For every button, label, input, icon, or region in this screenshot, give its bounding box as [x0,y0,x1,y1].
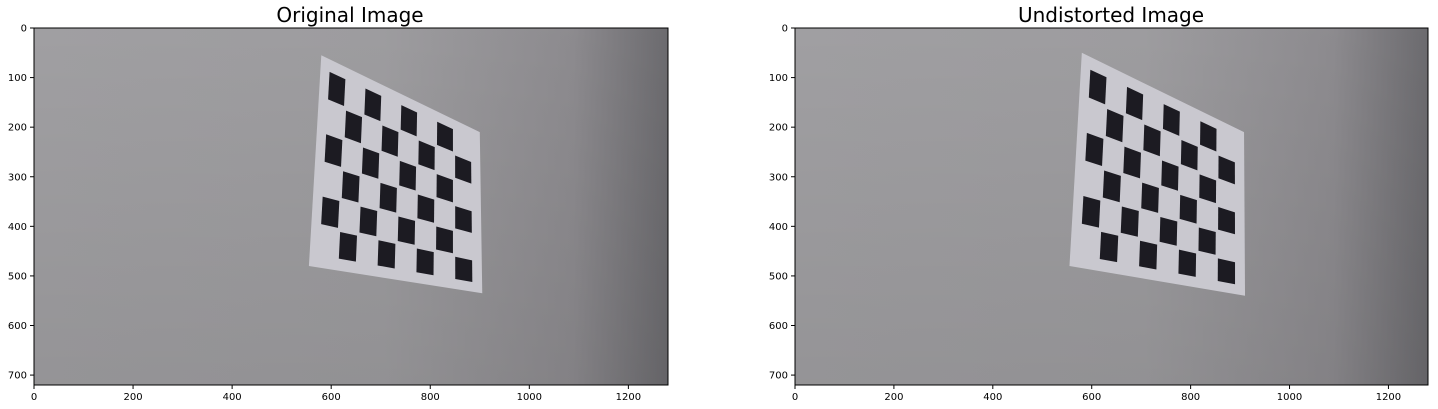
checker-square [416,248,434,276]
checker-square [359,206,378,237]
checker-square [417,194,435,223]
checker-square [1198,227,1216,255]
checker-square [324,134,343,167]
checker-square [399,160,417,191]
x-tick-label: 600 [1082,392,1101,403]
checker-square [400,105,418,137]
x-tick-label: 1200 [616,392,641,403]
checker-square [1120,206,1139,237]
original-image-panel: Original Image 0 200 400 600 800 1000 1200 0 10… [8,3,669,403]
checker-square [381,125,399,157]
y-tick-label: 400 [769,222,788,233]
checker-square [1162,104,1180,136]
checker-square [1099,231,1119,263]
checker-square [379,182,397,213]
checker-square [338,231,358,262]
x-tick-label: 1200 [1376,392,1401,403]
y-tick-label: 0 [21,24,27,35]
y-tick-label: 0 [782,24,788,35]
y-tick-label: 700 [769,371,788,382]
y-tick-label: 100 [8,73,27,84]
checker-square [1139,240,1158,270]
checker-square [1159,216,1178,246]
checker-square [418,140,435,171]
x-tick-label: 0 [31,392,37,403]
checker-square [344,110,363,144]
checker-square [1102,170,1121,203]
undistorted-image-panel: Undistorted Image 0 200 400 600 800 1000 1200 … [769,3,1429,403]
x-tick-label: 400 [223,392,242,403]
y-tick-label: 300 [769,172,788,183]
x-tick-label: 800 [1181,392,1200,403]
checker-square [397,216,416,245]
checker-square [1105,109,1124,143]
y-axis-ticks: 0 100 200 300 400 500 600 700 [769,24,795,382]
checker-square [377,240,396,269]
checker-square [1180,140,1198,171]
checker-square [455,256,473,283]
checker-square [1123,146,1141,179]
checker-square [1088,69,1107,105]
x-axis-ticks: 0 200 400 600 800 1000 1200 [792,385,1401,403]
checker-square [361,147,380,179]
checker-square [1141,182,1159,213]
checker-square [321,196,340,228]
checker-square [341,171,360,203]
checker-square [1179,194,1197,224]
x-tick-label: 400 [983,392,1002,403]
y-tick-label: 400 [8,222,27,233]
checker-square [1085,132,1104,167]
checker-square [1143,124,1161,157]
x-tick-label: 800 [421,392,440,403]
checker-square [1218,206,1235,235]
checkerboard [308,55,483,294]
y-tick-label: 200 [769,123,788,134]
checker-square [1218,155,1235,185]
y-tick-label: 600 [769,321,788,332]
checker-square [455,206,472,233]
y-tick-label: 200 [8,123,27,134]
checker-square [1199,174,1217,204]
checker-square [1081,195,1101,228]
y-tick-label: 500 [769,271,788,282]
x-tick-label: 600 [322,392,341,403]
x-tick-label: 200 [124,392,143,403]
original-image-frame [33,27,669,386]
y-tick-label: 100 [769,73,788,84]
x-axis-ticks: 0 200 400 600 800 1000 1200 [31,385,641,403]
checker-square [328,71,346,107]
checker-square [1161,160,1179,191]
checker-square [1178,249,1197,277]
checker-square [455,155,472,184]
y-tick-label: 500 [8,271,27,282]
y-tick-label: 700 [8,371,27,382]
x-tick-label: 200 [884,392,903,403]
checker-square [436,121,453,152]
undistorted-photo [795,28,1428,385]
checkerboard [1069,52,1246,296]
x-tick-label: 0 [792,392,798,403]
x-tick-label: 1000 [517,392,542,403]
undistorted-image-title: Undistorted Image [1018,3,1204,27]
checker-square [1217,258,1236,285]
y-axis-ticks: 0 100 200 300 400 500 600 700 [8,24,34,382]
y-tick-label: 300 [8,172,27,183]
undistorted-image-frame [794,27,1429,386]
checker-square [436,226,453,254]
original-image-title: Original Image [276,3,423,27]
checker-square [1200,121,1217,152]
checker-square [436,174,453,203]
checker-square [1125,86,1144,121]
original-photo [34,28,668,385]
x-tick-label: 1000 [1277,392,1302,403]
checker-square [364,88,382,122]
y-tick-label: 600 [8,321,27,332]
